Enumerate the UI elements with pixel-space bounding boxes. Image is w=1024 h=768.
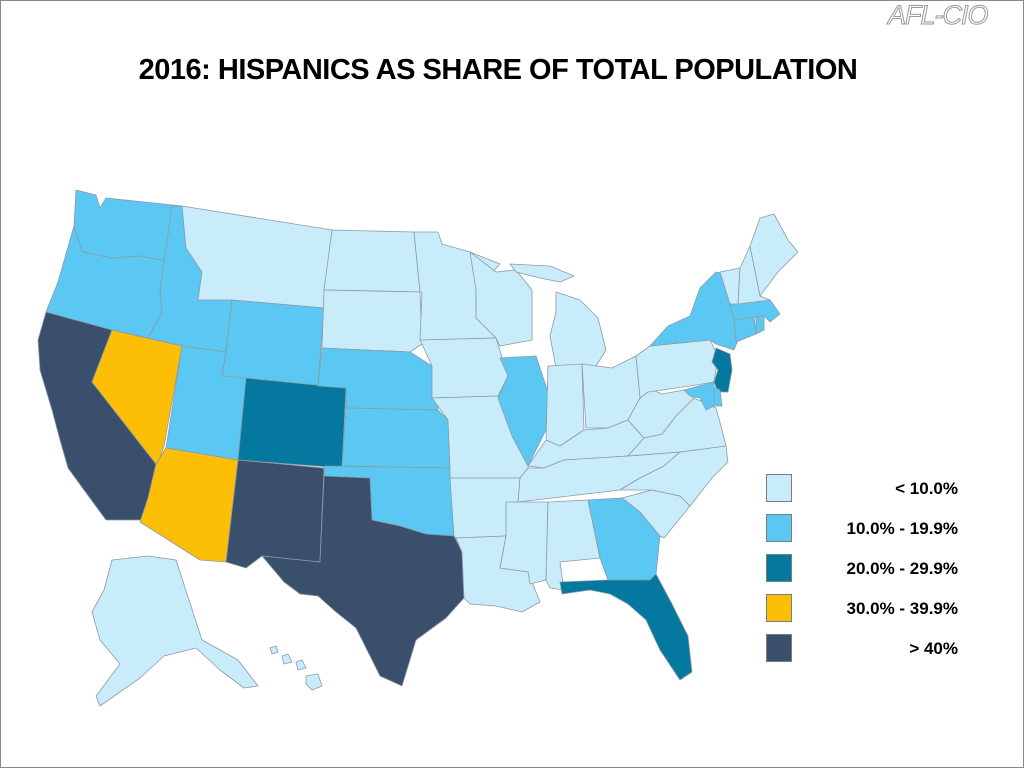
state-north-carolina[interactable] xyxy=(619,445,729,507)
legend-item: 10.0% - 19.9% xyxy=(766,514,966,544)
legend-item: 30.0% - 39.9% xyxy=(766,594,966,624)
state-new-mexico[interactable] xyxy=(225,459,325,569)
legend-label: 20.0% - 29.9% xyxy=(846,559,958,578)
legend-label: 10.0% - 19.9% xyxy=(846,519,958,538)
legend-label: 30.0% - 39.9% xyxy=(846,599,958,618)
state-new-hampshire[interactable] xyxy=(737,245,771,305)
legend-label: < 10.0% xyxy=(895,479,958,498)
state-south-dakota[interactable] xyxy=(321,289,423,353)
state-rhode-island[interactable] xyxy=(755,315,765,335)
legend-item: < 10.0% xyxy=(766,474,966,504)
legend-label: > 40% xyxy=(909,639,958,658)
legend-item: 20.0% - 29.9% xyxy=(766,554,966,584)
state-alaska[interactable] xyxy=(91,555,259,707)
state-colorado[interactable] xyxy=(237,377,347,469)
afl-cio-logo: AFL-CIO xyxy=(888,0,990,31)
legend-swatch xyxy=(766,554,792,582)
state-montana[interactable] xyxy=(181,205,333,309)
legend-item: > 40% xyxy=(766,634,966,664)
state-maryland[interactable] xyxy=(683,381,715,411)
state-kansas[interactable] xyxy=(341,407,451,469)
state-texas[interactable] xyxy=(261,475,465,687)
state-hawaii[interactable] xyxy=(269,645,323,691)
state-maine[interactable] xyxy=(749,213,799,297)
state-wisconsin[interactable] xyxy=(469,251,533,347)
map-legend: < 10.0% 10.0% - 19.9% 20.0% - 29.9% 30.0… xyxy=(766,474,966,674)
legend-swatch xyxy=(766,634,792,662)
legend-swatch xyxy=(766,474,792,502)
state-iowa[interactable] xyxy=(419,337,509,399)
state-florida[interactable] xyxy=(559,573,693,681)
state-north-dakota[interactable] xyxy=(323,229,421,293)
map-title: 2016: HISPANICS AS SHARE OF TOTAL POPULA… xyxy=(138,54,858,86)
state-wyoming[interactable] xyxy=(221,299,325,387)
legend-swatch xyxy=(766,514,792,542)
legend-swatch xyxy=(766,594,792,622)
